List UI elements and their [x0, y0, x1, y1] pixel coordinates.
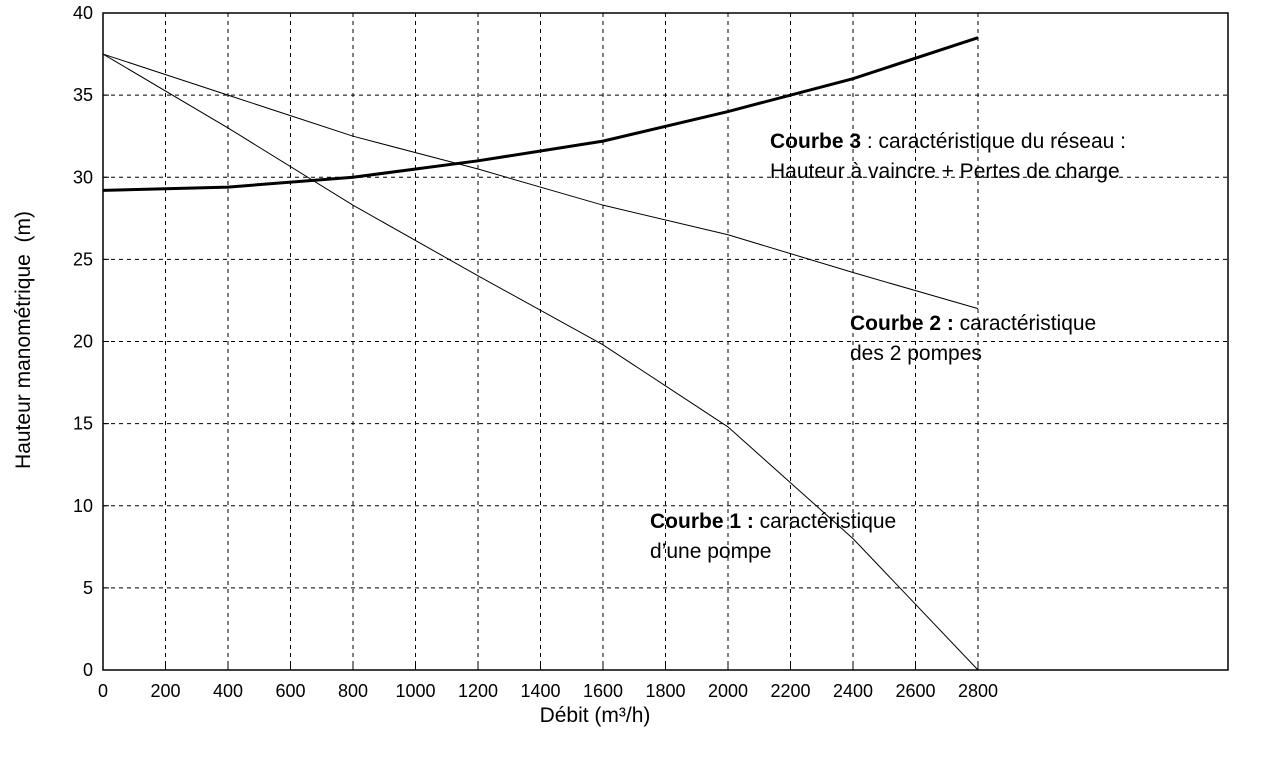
x-axis-label: Débit (m³/h)	[540, 704, 651, 727]
y-tick-label: 5	[83, 578, 93, 598]
annotation: des 2 pompes	[850, 342, 982, 365]
x-tick-label: 1200	[458, 681, 498, 701]
y-tick-label: 30	[73, 167, 93, 187]
line-series	[102, 53, 979, 310]
x-tick-label: 600	[275, 681, 305, 701]
annotation-bold: Courbe 2 :	[850, 312, 954, 335]
annotation: Courbe 3 : caractéristique du réseau :	[770, 130, 1126, 153]
x-tick-label: 1400	[520, 681, 560, 701]
annotation-bold: Courbe 1 :	[650, 510, 754, 533]
x-tick-label: 2200	[770, 681, 810, 701]
x-tick-label: 2400	[833, 681, 873, 701]
annotation: Hauteur à vaincre + Pertes de charge	[770, 160, 1120, 183]
annotation: Courbe 2 : caractéristique	[850, 312, 1096, 335]
annotation-text: caractéristique	[754, 510, 896, 533]
y-tick-label: 0	[83, 660, 93, 680]
plot-frame	[102, 12, 1229, 671]
x-tick-label: 800	[338, 681, 368, 701]
y-tick-label: 25	[73, 249, 93, 269]
y-tick-label: 35	[73, 85, 93, 105]
annotation-text: caractéristique	[954, 312, 1096, 335]
x-tick-label: 2000	[708, 681, 748, 701]
x-tick-label: 1800	[645, 681, 685, 701]
x-tick-label: 1000	[395, 681, 435, 701]
annotation-bold: Courbe 3	[770, 130, 861, 153]
y-axis-label: Hauteur manométrique (m)	[12, 211, 35, 469]
annotation: d’une pompe	[650, 540, 771, 563]
line-series	[102, 36, 979, 192]
y-tick-label: 40	[73, 3, 93, 23]
x-tick-label: 400	[213, 681, 243, 701]
x-tick-label: 200	[150, 681, 180, 701]
y-tick-label: 20	[73, 332, 93, 352]
x-tick-label: 0	[98, 681, 108, 701]
x-tick-label: 2800	[958, 681, 998, 701]
y-tick-label: 10	[73, 496, 93, 516]
line-series	[102, 53, 979, 671]
x-tick-label: 2600	[895, 681, 935, 701]
x-tick-label: 1600	[583, 681, 623, 701]
annotation-text: : caractéristique du réseau :	[861, 130, 1126, 153]
annotation: Courbe 1 : caractéristique	[650, 510, 896, 533]
y-tick-label: 15	[73, 414, 93, 434]
